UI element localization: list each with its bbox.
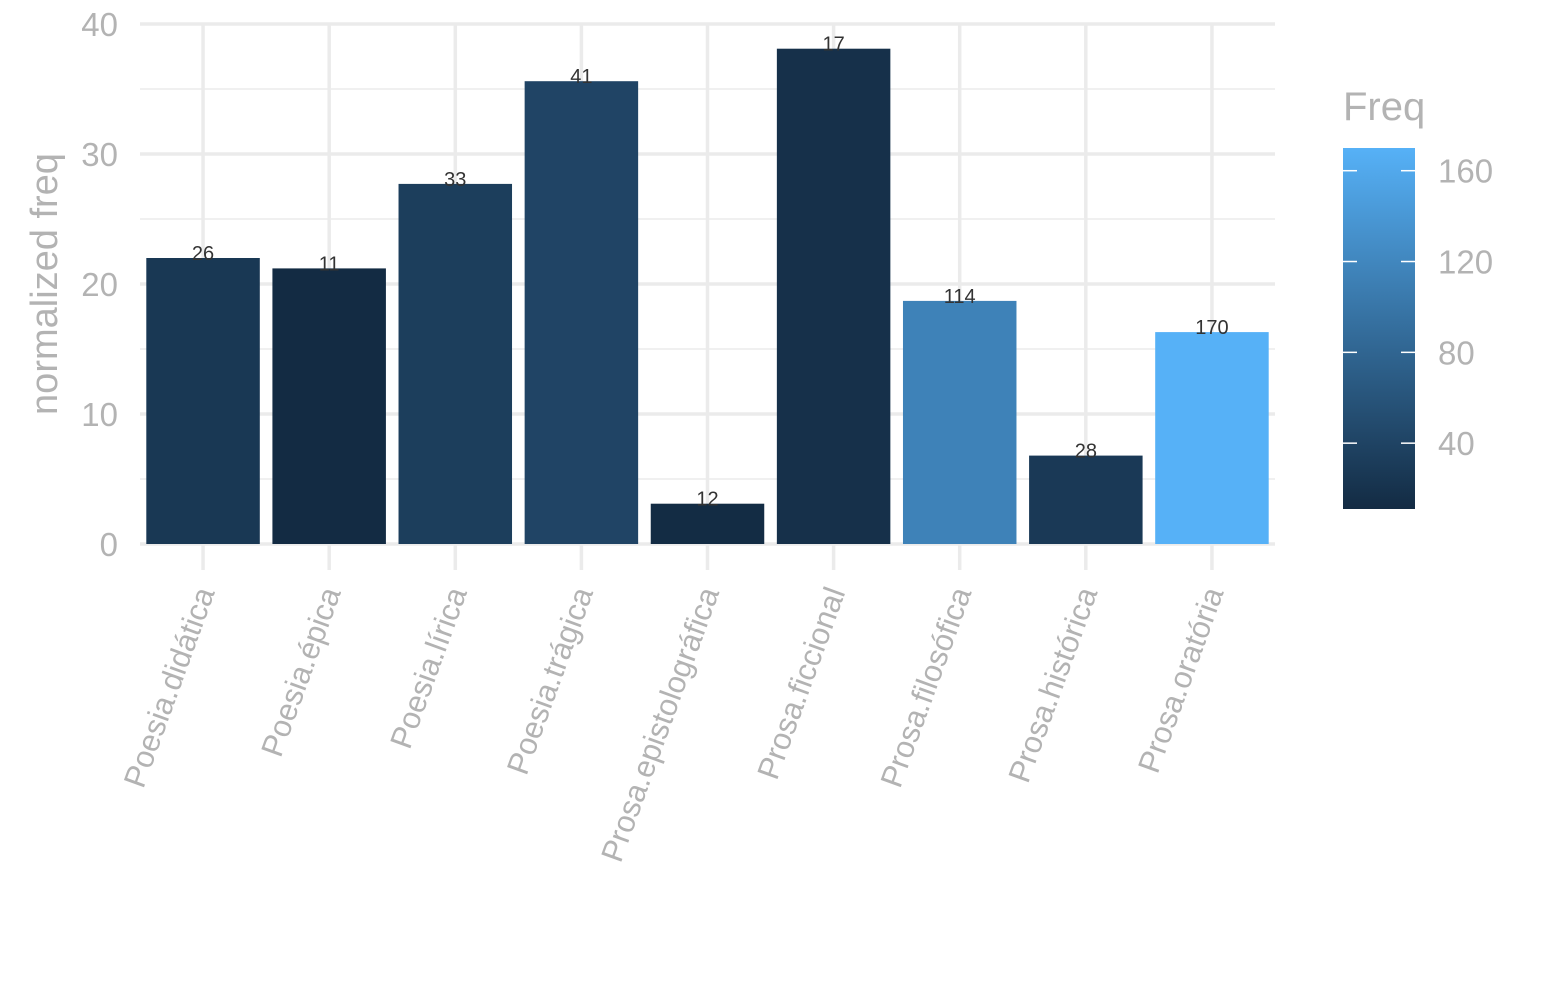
y-axis-tick-labels: 0 10 20 30 40 <box>81 6 118 563</box>
y-tick-label: 0 <box>100 526 118 563</box>
legend-tick-label: 40 <box>1438 425 1475 462</box>
legend-title: Freq <box>1343 85 1425 129</box>
x-axis-tick-labels: Poesia.didática Poesia.épica Poesia.lírica… <box>117 582 1231 867</box>
colorbar-legend: Freq 40 80 120 160 <box>1343 85 1493 509</box>
data-labels: 26 11 33 41 12 17 114 28 170 <box>192 34 1229 511</box>
bar-value-label: 12 <box>696 489 718 511</box>
x-tick-label: Poesia.épica <box>254 582 348 761</box>
bar-value-label: 26 <box>192 243 214 265</box>
bar <box>1029 455 1143 544</box>
bars <box>146 48 1269 544</box>
bar-value-label: 170 <box>1195 317 1228 339</box>
bar <box>524 81 639 544</box>
x-tick-label: Prosa.ficcional <box>750 582 852 783</box>
bar-value-label: 11 <box>319 253 340 275</box>
bar <box>272 268 386 544</box>
y-tick-label: 20 <box>81 266 118 303</box>
x-tick-label: Prosa.histórica <box>1001 582 1104 787</box>
bar <box>146 258 260 544</box>
bar-value-label: 33 <box>444 169 466 191</box>
legend-ticks: 40 80 120 160 <box>1343 153 1493 462</box>
legend-tick-label: 120 <box>1438 244 1493 281</box>
bar-value-label: 28 <box>1075 441 1097 463</box>
bar <box>776 48 891 544</box>
x-tick-label: Poesia.trágica <box>500 582 600 779</box>
y-tick-label: 10 <box>81 396 118 433</box>
colorbar <box>1343 148 1415 509</box>
bar <box>1155 332 1269 544</box>
x-tick-label: Prosa.epistolográfica <box>594 582 726 867</box>
y-axis-title: normalized freq <box>24 153 66 415</box>
legend-tick-label: 80 <box>1438 334 1475 371</box>
legend-tick-label: 160 <box>1438 153 1493 190</box>
bar-value-label: 41 <box>570 66 592 88</box>
y-tick-label: 40 <box>81 6 118 43</box>
bar-value-label: 17 <box>822 34 844 56</box>
bar <box>650 503 765 544</box>
x-tick-label: Poesia.didática <box>117 582 222 792</box>
bar-value-label: 114 <box>944 286 976 308</box>
bar <box>398 183 513 544</box>
x-tick-label: Prosa.filosófica <box>874 582 979 792</box>
y-tick-label: 30 <box>81 136 118 173</box>
x-tick-label: Poesia.lírica <box>383 582 474 753</box>
bar <box>902 300 1017 544</box>
x-tick-label: Prosa.oratória <box>1131 582 1231 778</box>
